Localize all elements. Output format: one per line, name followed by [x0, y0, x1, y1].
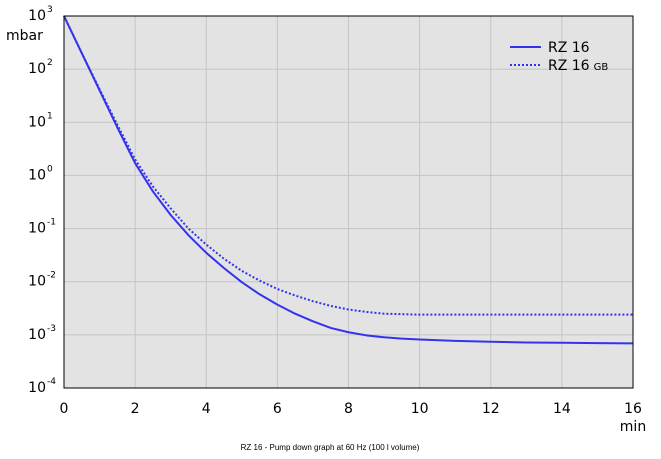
series-line	[63, 15, 634, 345]
x-tick-label: 2	[131, 401, 140, 417]
x-tick-label: 12	[482, 401, 500, 417]
y-tick-base: 10	[28, 380, 46, 396]
y-axis-label: mbar	[6, 28, 43, 44]
y-tick-exponent: -3	[47, 324, 56, 334]
y-tick-exponent: -2	[47, 271, 56, 281]
y-tick-base: 10	[28, 167, 46, 183]
y-tick-label: 10 1	[28, 111, 53, 130]
x-tick-label: 8	[344, 401, 353, 417]
y-tick-base: 10	[28, 8, 46, 24]
y-tick-base: 10	[28, 61, 46, 77]
legend-label-text: RZ 16	[548, 40, 590, 56]
y-tick-exponent: -4	[47, 377, 56, 387]
legend-label-suffix: GB	[594, 62, 609, 73]
legend-label: RZ 16	[548, 40, 590, 56]
y-tick-label: 10 -4	[28, 377, 56, 396]
y-tick-label: 10 -2	[28, 271, 56, 290]
legend-label: RZ 16 GB	[548, 58, 608, 74]
y-tick-exponent: -1	[47, 218, 56, 228]
x-tick-label: 10	[411, 401, 429, 417]
y-tick-base: 10	[28, 327, 46, 343]
y-tick-exponent: 2	[47, 58, 53, 68]
x-tick-label: 0	[60, 401, 69, 417]
x-axis-label: min	[620, 419, 646, 435]
x-tick-label: 4	[202, 401, 211, 417]
y-tick-base: 10	[28, 274, 46, 290]
chart-caption: RZ 16 - Pump down graph at 60 Hz (100 l …	[241, 443, 420, 452]
y-tick-base: 10	[28, 221, 46, 237]
y-tick-label: 10 -1	[28, 218, 56, 237]
y-tick-label: 10 3	[28, 5, 53, 24]
x-tick-label: 6	[273, 401, 282, 417]
plot-border	[63, 15, 634, 389]
y-tick-exponent: 1	[47, 111, 53, 121]
y-tick-label: 10 -3	[28, 324, 56, 343]
x-tick-label: 14	[553, 401, 571, 417]
y-tick-exponent: 0	[47, 164, 53, 174]
x-tick-label: 16	[624, 401, 642, 417]
y-tick-base: 10	[28, 114, 46, 130]
y-tick-label: 10 2	[28, 58, 53, 77]
series-line	[63, 15, 633, 316]
legend-label-text: RZ 16	[548, 58, 590, 74]
y-tick-exponent: 3	[47, 5, 53, 15]
y-tick-label: 10 0	[28, 164, 53, 183]
